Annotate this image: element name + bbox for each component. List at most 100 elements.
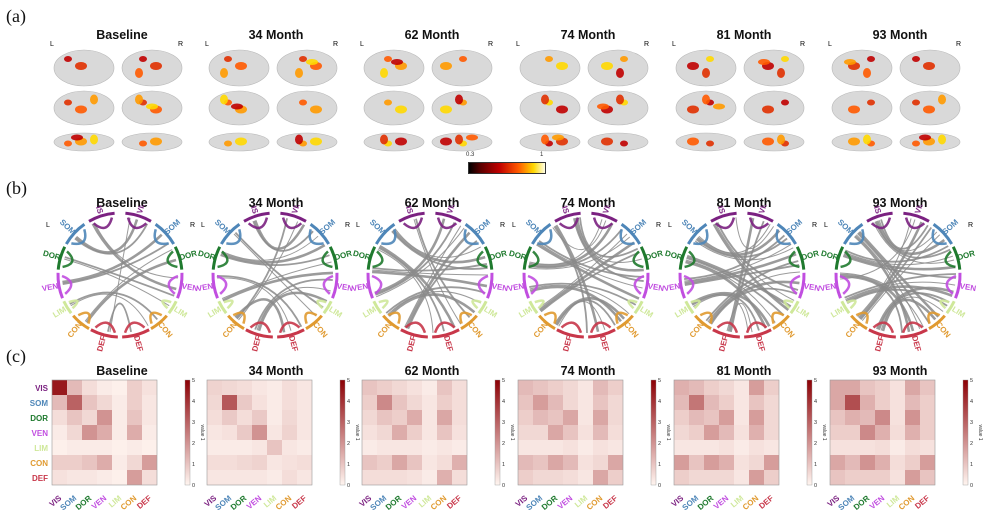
heatmap-cell — [297, 440, 312, 455]
chord-intra-link — [849, 228, 865, 246]
network-arc-def — [400, 328, 428, 339]
brain-left-label: L — [360, 41, 364, 48]
chord-intra-link — [840, 250, 852, 269]
network-arc-ven — [522, 272, 530, 299]
heatmap-cell — [452, 440, 467, 455]
chord-link — [840, 276, 903, 333]
heatmap-cell — [252, 455, 267, 470]
chord-intra-link — [748, 217, 770, 230]
heatmap-y-tick: VIS — [35, 384, 49, 393]
chord-intra-link — [745, 321, 768, 334]
c-title-3: 74 Month — [560, 364, 616, 378]
heatmap-cell — [608, 380, 623, 395]
heatmap-cell — [548, 410, 563, 425]
network-label: CON — [622, 320, 640, 340]
heatmap-cell — [674, 455, 689, 470]
activation-blob — [64, 140, 72, 147]
chord-link — [579, 217, 639, 258]
heatmap-cell — [563, 470, 578, 485]
network-arc-som — [154, 222, 175, 245]
activation-blob — [75, 62, 87, 70]
heatmap-cell — [222, 455, 237, 470]
heatmap-cell — [764, 425, 779, 440]
activation-blob — [310, 137, 322, 146]
network-arc-ven — [211, 272, 219, 299]
network-label: LIM — [638, 305, 655, 320]
chord-left-label: L — [356, 222, 360, 229]
chord-link — [846, 288, 948, 307]
network-label: VEN — [41, 281, 59, 293]
heatmap-cell — [860, 470, 875, 485]
heatmap-cell — [207, 410, 222, 425]
chord-link — [540, 251, 640, 313]
heatmap-cell — [704, 470, 719, 485]
heatmap-colorbar-tick: 4 — [347, 399, 350, 405]
chord-link — [715, 223, 795, 301]
heatmap-cell — [112, 410, 127, 425]
chord-left-label: L — [668, 222, 672, 229]
chord-link — [878, 292, 950, 331]
chord-diagram-5: L RVISVISSOMSOMDORDORVENVENLIMLIMCONCONDE… — [819, 205, 977, 353]
network-label: CON — [466, 320, 484, 340]
heatmap-cell — [533, 410, 548, 425]
activation-blob — [620, 140, 628, 147]
heatmap-cell — [593, 425, 608, 440]
heatmap-cell — [437, 380, 452, 395]
chord-diagram-1: L RVISVISSOMSOMDORDORVENVENLIMLIMCONCONDE… — [196, 205, 354, 353]
heatmap-cell — [222, 425, 237, 440]
activation-blob — [912, 99, 920, 106]
heatmap-cell — [377, 395, 392, 410]
activation-blob — [706, 140, 714, 147]
network-label: DEF — [95, 335, 108, 353]
heatmap-cell — [593, 440, 608, 455]
chord-diagram-4: L RVISVISSOMSOMDORDORVENVENLIMLIMCONCONDE… — [663, 205, 821, 353]
heatmap-cell — [437, 410, 452, 425]
heatmap-cell — [422, 380, 437, 395]
activation-blob — [923, 105, 935, 114]
heatmap-cell — [97, 440, 112, 455]
heatmap-cell — [437, 470, 452, 485]
network-arc-dor — [522, 246, 533, 270]
heatmap-cell — [112, 470, 127, 485]
heatmap-cell — [518, 410, 533, 425]
a-title-3: 74 Month — [560, 28, 616, 42]
heatmap-cell — [578, 470, 593, 485]
network-label: DOR — [664, 249, 684, 263]
heatmap-cell — [67, 380, 82, 395]
heatmap-colorbar-tick: 5 — [502, 378, 505, 384]
heatmap-cell — [920, 455, 935, 470]
network-arc-def — [868, 328, 896, 339]
activation-blob — [150, 137, 162, 146]
heatmap-colorbar-tick: 4 — [192, 399, 195, 405]
activation-blob — [867, 99, 875, 106]
brain-surface — [743, 132, 805, 152]
activation-blob — [616, 68, 624, 78]
heatmap-cell — [82, 440, 97, 455]
chord-intra-link — [693, 228, 709, 246]
network-arc-con — [382, 314, 400, 330]
network-arc-som — [843, 222, 864, 245]
heatmap-cell — [297, 410, 312, 425]
activation-blob — [597, 103, 609, 110]
heatmap-cell — [704, 455, 719, 470]
heatmap-colorbar-label: value 1 — [509, 424, 515, 440]
chord-intra-link — [931, 228, 947, 246]
activation-blob — [299, 56, 307, 62]
chord-link — [844, 273, 957, 299]
heatmap-cell — [362, 380, 377, 395]
heatmap-cell — [422, 395, 437, 410]
network-arc-ven — [678, 272, 686, 299]
chord-intra-link — [436, 217, 458, 230]
brain-surface — [675, 90, 737, 126]
heatmap-cell — [593, 455, 608, 470]
network-arc-som — [375, 222, 396, 245]
chord-intra-link — [944, 250, 956, 269]
chord-intra-link — [378, 299, 389, 310]
heatmap-cell — [749, 470, 764, 485]
network-arc-con — [850, 314, 868, 330]
activation-blob — [384, 99, 392, 106]
network-label: DEF — [598, 335, 611, 353]
chord-intra-link — [633, 274, 645, 295]
